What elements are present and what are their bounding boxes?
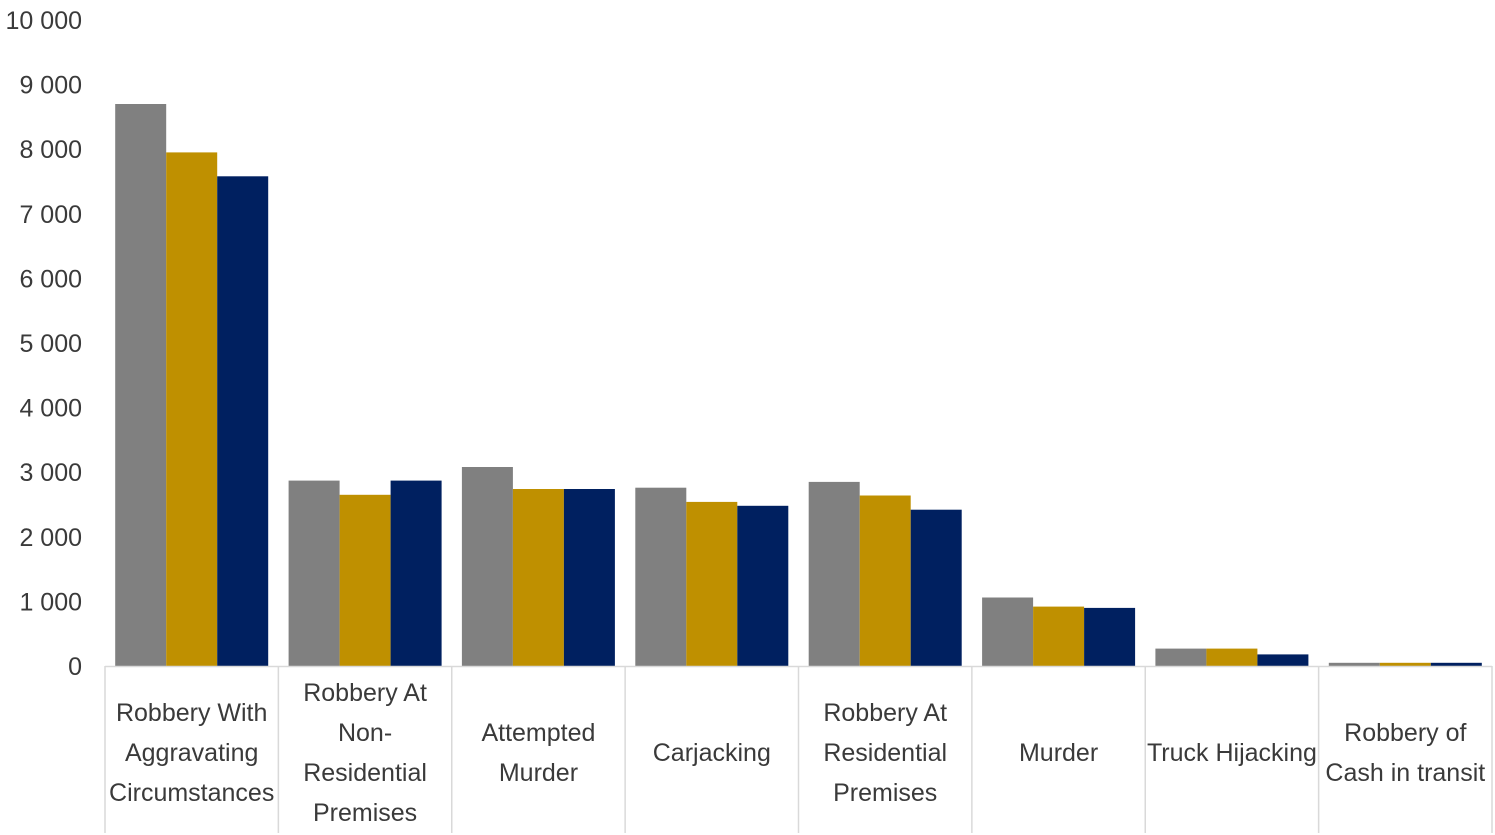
y-tick-label: 3 000 xyxy=(19,459,82,487)
x-category-label-line: Truck Hijacking xyxy=(1147,739,1317,767)
x-category-label: Attempted Murder xyxy=(481,719,595,787)
bar-series-2-6 xyxy=(1206,648,1258,666)
x-category-label-line: Murder xyxy=(499,759,578,787)
x-category-label-line: Premises xyxy=(313,799,417,827)
y-axis: 0 1 000 2 000 3 000 4 000 5 000 6 000 7 000 8 00… xyxy=(6,7,82,681)
bar-series-2-2 xyxy=(512,489,564,666)
x-category-label-line: Murder xyxy=(1019,739,1098,767)
x-category-label-line: Premises xyxy=(833,779,937,807)
y-tick-label: 9 000 xyxy=(19,72,82,100)
bar-series-1-0 xyxy=(115,104,167,666)
bar-series-1-2 xyxy=(461,467,513,666)
x-category-label-line: Circumstances xyxy=(109,779,274,807)
bar-series-1-7 xyxy=(1328,662,1380,666)
x-category-label: Robbery of Cash in transit xyxy=(1325,719,1485,787)
bar-series-2-7 xyxy=(1379,662,1431,666)
x-category-label-line: Cash in transit xyxy=(1325,759,1485,787)
x-category-label-line: Non- xyxy=(338,719,392,747)
x-category-label: Truck Hijacking xyxy=(1147,739,1317,767)
x-category-label-line: Carjacking xyxy=(653,739,771,767)
x-axis: Robbery With Aggravating CircumstancesRobb… xyxy=(104,665,1493,833)
bar-series-3-2 xyxy=(563,489,615,666)
bar-series-1-1 xyxy=(288,480,340,666)
x-category-label-line: Robbery With xyxy=(116,699,267,727)
x-category-label-line: Robbery of xyxy=(1344,719,1466,747)
x-category-label: Carjacking xyxy=(653,739,771,767)
x-category-label: Robbery At Residential Premises xyxy=(823,699,947,807)
y-tick-label: 6 000 xyxy=(19,265,82,293)
bar-series-2-4 xyxy=(859,495,911,666)
bar-series-2-5 xyxy=(1033,606,1085,666)
bar-series-1-5 xyxy=(982,597,1034,666)
bars xyxy=(115,104,1482,667)
x-category-label-line: Robbery At xyxy=(823,699,947,727)
x-category-label: Robbery With Aggravating Circumstances xyxy=(109,699,274,807)
bar-series-3-3 xyxy=(737,505,789,666)
y-tick-label: 4 000 xyxy=(19,395,82,423)
x-category-label-line: Attempted xyxy=(481,719,595,747)
bar-series-2-1 xyxy=(339,494,391,666)
y-tick-label: 7 000 xyxy=(19,201,82,229)
y-tick-label: 0 xyxy=(68,653,82,681)
x-category-label-line: Aggravating xyxy=(125,739,258,767)
bar-series-3-0 xyxy=(217,176,269,667)
bar-series-3-1 xyxy=(390,480,442,666)
y-tick-label: 5 000 xyxy=(19,330,82,358)
bar-series-1-3 xyxy=(635,487,687,666)
bar-series-2-0 xyxy=(166,152,218,666)
y-tick-label: 2 000 xyxy=(19,524,82,552)
y-tick-label: 8 000 xyxy=(19,136,82,164)
x-category-label: Murder xyxy=(1019,739,1098,767)
bar-series-3-6 xyxy=(1257,654,1309,666)
bar-series-1-4 xyxy=(808,481,860,666)
bar-series-2-3 xyxy=(686,501,738,666)
bar-series-3-7 xyxy=(1430,662,1482,666)
x-category-label-line: Residential xyxy=(823,739,947,767)
x-category-label-line: Robbery At xyxy=(303,679,427,707)
bar-series-3-4 xyxy=(910,509,962,666)
x-category-label-line: Residential xyxy=(303,759,427,787)
x-category-label: Robbery At Non- Residential Premises xyxy=(303,679,427,827)
y-tick-label: 1 000 xyxy=(19,588,82,616)
y-tick-label: 10 000 xyxy=(6,7,82,35)
bar-series-1-6 xyxy=(1155,648,1207,666)
bar-series-3-5 xyxy=(1084,607,1136,666)
